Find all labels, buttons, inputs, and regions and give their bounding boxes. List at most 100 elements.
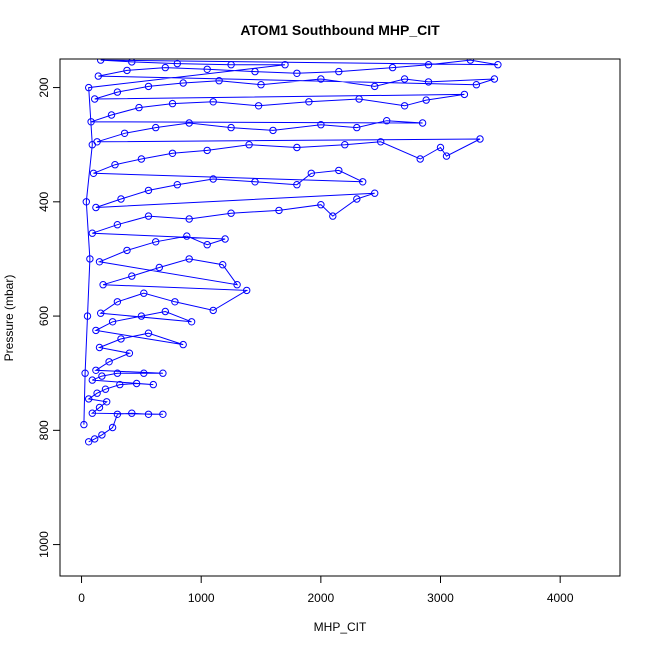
- plot-frame: [59, 58, 621, 577]
- data-point: [101, 385, 110, 393]
- data-point: [88, 409, 97, 417]
- data-point: [371, 189, 379, 197]
- data-point: [424, 78, 433, 86]
- data-point: [98, 431, 106, 439]
- data-point: [87, 118, 95, 126]
- data-point: [476, 135, 484, 143]
- y-tick-label: 400: [37, 191, 51, 211]
- data-point: [103, 398, 111, 406]
- data-point: [281, 60, 289, 69]
- data-point: [424, 60, 433, 69]
- data-point: [161, 307, 170, 316]
- data-point: [155, 263, 164, 272]
- data-point: [128, 409, 136, 417]
- data-point: [341, 141, 349, 149]
- data-point: [144, 186, 153, 195]
- data-point: [317, 75, 325, 83]
- data-point: [371, 82, 379, 91]
- data-point: [89, 169, 98, 178]
- data-point: [117, 195, 125, 203]
- data-point: [209, 98, 217, 106]
- x-tick-label: 4000: [547, 591, 574, 605]
- data-point: [400, 75, 409, 83]
- data-point: [135, 103, 143, 112]
- data-point: [227, 123, 235, 132]
- data-point: [203, 146, 211, 155]
- data-point: [159, 410, 167, 418]
- data-point: [293, 181, 301, 189]
- data-point: [144, 329, 153, 337]
- data-point: [88, 229, 97, 237]
- data-point: [466, 59, 475, 64]
- data-point: [305, 98, 313, 106]
- data-point: [179, 340, 187, 349]
- data-point: [269, 126, 277, 135]
- data-point: [116, 380, 124, 389]
- data-point: [219, 261, 227, 269]
- data-point: [293, 69, 301, 78]
- data-point: [105, 358, 113, 366]
- data-point: [123, 66, 131, 75]
- data-point: [251, 67, 259, 76]
- y-axis-label: Pressure (mbar): [2, 275, 16, 362]
- data-point: [113, 88, 122, 96]
- data-point: [377, 138, 385, 146]
- data-point: [416, 155, 424, 163]
- data-point: [125, 349, 134, 357]
- data-point: [123, 246, 131, 255]
- data-point: [144, 212, 153, 220]
- data-point: [472, 81, 481, 89]
- data-point: [108, 423, 117, 432]
- data-point: [113, 298, 122, 306]
- data-point: [97, 59, 105, 64]
- data-point: [221, 235, 229, 243]
- data-point: [359, 178, 367, 186]
- y-tick-label: 200: [37, 77, 51, 97]
- data-point: [128, 59, 136, 66]
- data-point: [171, 298, 179, 306]
- series-layer: [80, 59, 502, 446]
- data-point: [317, 121, 325, 129]
- data-point: [91, 95, 99, 103]
- data-point: [86, 255, 94, 263]
- data-point: [355, 95, 363, 103]
- data-point: [179, 79, 187, 87]
- data-point: [233, 281, 241, 289]
- data-point: [353, 123, 361, 132]
- x-tick-label: 2000: [308, 591, 335, 605]
- data-point: [128, 272, 136, 280]
- data-point: [95, 258, 104, 266]
- x-axis-label: MHP_CIT: [314, 620, 367, 634]
- data-point: [185, 215, 193, 223]
- data-point: [227, 60, 235, 69]
- data-point: [140, 369, 148, 377]
- data-point: [92, 366, 100, 374]
- data-point: [329, 212, 337, 220]
- data-point: [111, 161, 119, 169]
- x-tick-label: 3000: [427, 591, 454, 605]
- data-point: [275, 206, 283, 215]
- data-point: [307, 169, 315, 178]
- data-point: [185, 255, 193, 263]
- data-point: [92, 203, 100, 212]
- data-point: [91, 435, 99, 443]
- data-point: [107, 111, 116, 119]
- data-point: [494, 60, 502, 69]
- x-tick-label: 0: [78, 591, 85, 605]
- data-point: [98, 372, 106, 380]
- data-point: [335, 166, 343, 175]
- data-point: [173, 59, 182, 68]
- data-point: [144, 82, 153, 91]
- data-point: [95, 343, 104, 352]
- data-point: [293, 143, 301, 152]
- y-tick-label: 1000: [37, 531, 51, 558]
- data-point: [209, 175, 217, 183]
- data-point: [400, 102, 409, 110]
- chart-title: ATOM1 Southbound MHP_CIT: [240, 22, 440, 38]
- data-point: [353, 195, 361, 203]
- data-point: [140, 289, 148, 297]
- x-tick-label: 1000: [188, 591, 215, 605]
- data-point: [185, 119, 193, 127]
- data-point: [83, 312, 92, 320]
